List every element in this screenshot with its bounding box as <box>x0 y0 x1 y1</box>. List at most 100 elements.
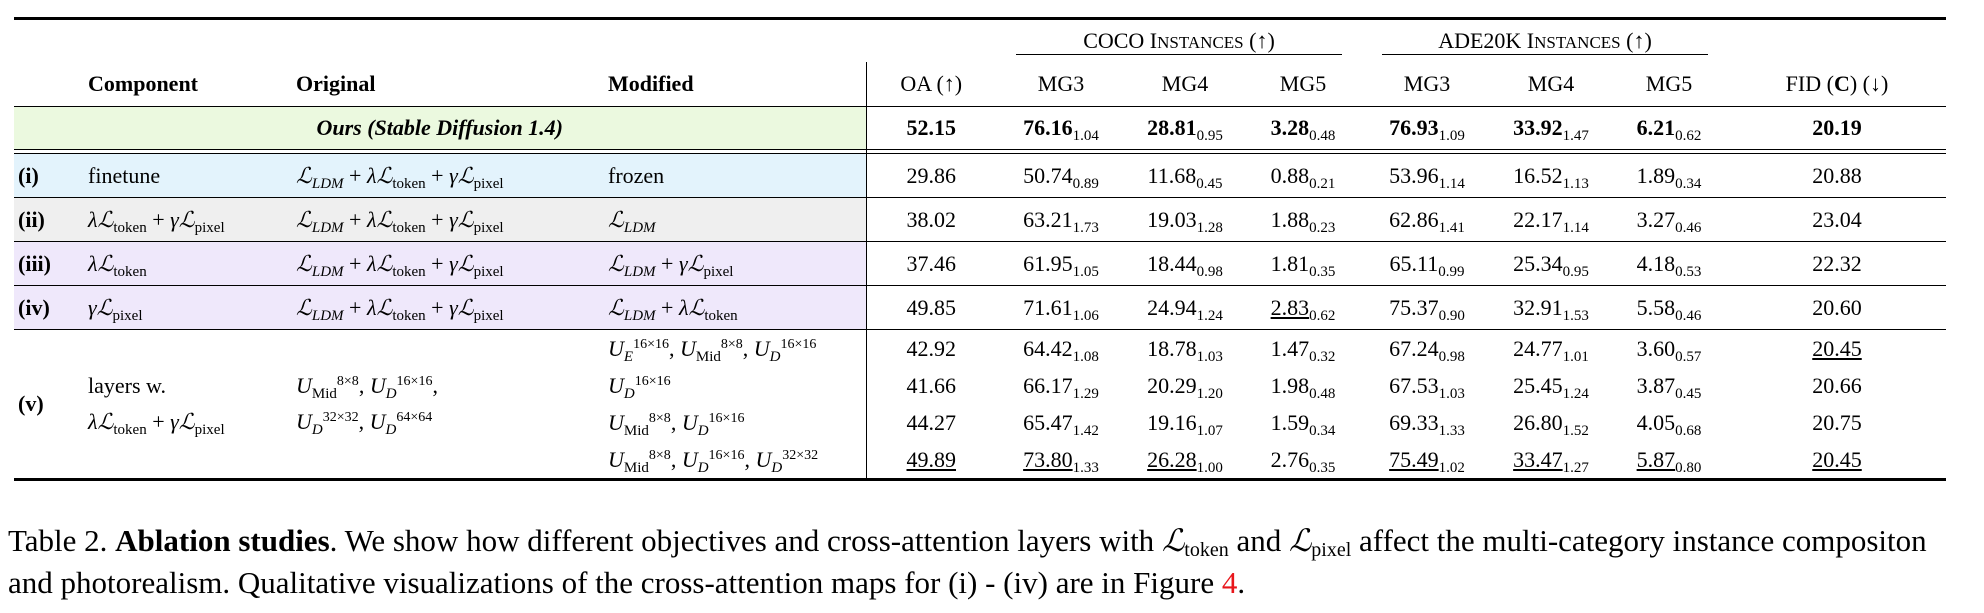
component-cell: γℒpixel <box>84 285 292 330</box>
row-id: (i) <box>14 153 84 198</box>
fid-header: FID (C) (↓) <box>1728 62 1946 107</box>
ade-mg4-cell: 22.171.14 <box>1492 197 1610 242</box>
header-row-groups: COCO INSTANCES (↑) ADE20K INSTANCES (↑) <box>14 20 1946 62</box>
ours-ade-mg3: 76.931.09 <box>1362 106 1492 150</box>
coco-mg5-cell: 1.590.34 <box>1270 409 1336 439</box>
coco-mg4-cell: 20.291.20 <box>1147 372 1223 402</box>
caption-l-token: ℒ <box>1161 523 1185 558</box>
ours-oa: 52.15 <box>866 106 996 150</box>
ours-coco-mg3: 76.161.04 <box>996 106 1126 150</box>
fid-cell: 22.32 <box>1728 241 1946 286</box>
ade-mg3-cell: 62.861.41 <box>1362 197 1492 242</box>
table-row-ii: (ii) λℒtoken + γℒpixel ℒLDM + λℒtoken + … <box>14 197 1946 242</box>
table-row-i: (i) finetune ℒLDM + λℒtoken + γℒpixel fr… <box>14 153 1946 198</box>
coco-mg3-cell: 65.471.42 <box>1023 409 1099 439</box>
coco-mg5-header: MG5 <box>1244 62 1362 107</box>
ade-mg5-cell: 3.870.45 <box>1636 372 1702 402</box>
oa-header: OA (↑) <box>866 62 996 107</box>
ade-mg4-cell: 24.771.01 <box>1513 335 1589 365</box>
ade-mg5-cell: 5.870.80 <box>1610 441 1728 481</box>
ade-mg5-cell: 5.580.46 <box>1610 285 1728 330</box>
ade-mg3-cell: 53.961.14 <box>1362 153 1492 198</box>
coco-mg3-cell: 50.740.89 <box>996 153 1126 198</box>
ade-mg3-cell: 75.370.90 <box>1362 285 1492 330</box>
table-row-v-1: (v) layers w. λℒtoken + γℒpixel UMid8×8,… <box>14 329 1946 481</box>
coco-mg3-cell: 66.171.29 <box>1023 372 1099 402</box>
table-row-v-4: UMid8×8, UD16×16, UD32×32 49.89 73.801.3… <box>14 441 1946 481</box>
original-cell: ℒLDM + λℒtoken + γℒpixel <box>292 153 604 198</box>
coco-mg5-cell: 2.760.35 <box>1244 441 1362 481</box>
fid-cell: 20.88 <box>1728 153 1946 198</box>
caption-l-pixel: ℒ <box>1288 523 1312 558</box>
original-cell: ℒLDM + λℒtoken + γℒpixel <box>292 197 604 242</box>
coco-mg5-cell: 2.830.62 <box>1244 285 1362 330</box>
table-row-iv: (iv) γℒpixel ℒLDM + λℒtoken + γℒpixel ℒL… <box>14 285 1946 330</box>
fid-cell: 20.45 <box>1728 441 1946 481</box>
coco-mg5-cell: 0.880.21 <box>1244 153 1362 198</box>
ours-coco-mg4: 28.810.95 <box>1126 106 1244 150</box>
coco-group-header: COCO INSTANCES (↑) <box>1016 28 1342 55</box>
oa-cell: 49.85 <box>866 285 996 330</box>
coco-mg5-cell: 1.810.35 <box>1244 241 1362 286</box>
oa-cell: 42.92 <box>906 335 957 361</box>
coco-mg4-header: MG4 <box>1126 62 1244 107</box>
original-header: Original <box>292 62 604 107</box>
component-header: Component <box>84 62 292 107</box>
coco-mg4-cell: 18.440.98 <box>1126 241 1244 286</box>
modified-cell: UD16×16 <box>604 367 867 404</box>
coco-mg4-cell: 19.031.28 <box>1126 197 1244 242</box>
figure-link[interactable]: 4 <box>1221 565 1238 600</box>
ade-group-header: ADE20K INSTANCES (↑) <box>1382 28 1708 55</box>
component-cell: layers w. λℒtoken + γℒpixel <box>84 329 292 481</box>
coco-mg4-cell: 19.161.07 <box>1147 409 1223 439</box>
coco-mg3-header: MG3 <box>996 62 1126 107</box>
fid-cell: 20.60 <box>1728 285 1946 330</box>
ade-mg4-cell: 25.340.95 <box>1492 241 1610 286</box>
row-id: (iv) <box>14 285 84 330</box>
ade-mg5-cell: 4.180.53 <box>1610 241 1728 286</box>
modified-cell: UE16×16, UMid8×8, UD16×16 <box>604 329 867 367</box>
component-cell: λℒtoken + γℒpixel <box>84 197 292 242</box>
oa-cell: 44.27 <box>906 409 957 435</box>
ade-mg4-cell: 33.471.27 <box>1492 441 1610 481</box>
fid-cell: 20.75 <box>1812 409 1862 435</box>
original-cell: UMid8×8, UD16×16, UD32×32, UD64×64 <box>292 329 604 481</box>
coco-mg5-cell: 1.980.48 <box>1270 372 1336 402</box>
ours-fid: 20.19 <box>1728 106 1946 150</box>
component-cell: finetune <box>84 153 292 198</box>
original-cell: ℒLDM + λℒtoken + γℒpixel <box>292 241 604 286</box>
ade-mg5-cell: 3.600.57 <box>1636 335 1702 365</box>
caption-text-2: affect the multi-category instance compo… <box>8 523 1927 600</box>
table-row-ours: Ours (Stable Diffusion 1.4) 52.15 76.161… <box>14 106 1946 150</box>
modified-cell: frozen <box>604 153 867 198</box>
modified-header: Modified <box>604 62 867 107</box>
oa-cell: 41.66 <box>906 372 957 398</box>
coco-mg3-cell: 61.951.05 <box>996 241 1126 286</box>
ade-mg4-cell: 25.451.24 <box>1513 372 1589 402</box>
coco-mg3-cell: 71.611.06 <box>996 285 1126 330</box>
table-caption: Table 2. Ablation studies. We show how d… <box>8 523 1927 600</box>
table-row-v-3: UMid8×8, UD16×16 44.27 65.471.42 19.161.… <box>14 404 1946 441</box>
oa-cell: 29.86 <box>866 153 996 198</box>
ablation-table-container: COCO INSTANCES (↑) ADE20K INSTANCES (↑) … <box>14 17 1946 481</box>
ade-mg4-cell: 16.521.13 <box>1492 153 1610 198</box>
original-cell: ℒLDM + λℒtoken + γℒpixel <box>292 285 604 330</box>
coco-mg3-cell: 63.211.73 <box>996 197 1126 242</box>
fid-cell: 23.04 <box>1728 197 1946 242</box>
ade-mg5-cell: 1.890.34 <box>1610 153 1728 198</box>
caption-label: Table 2. <box>8 523 108 558</box>
row-id: (iii) <box>14 241 84 286</box>
ade-mg4-header: MG4 <box>1492 62 1610 107</box>
ablation-table: COCO INSTANCES (↑) ADE20K INSTANCES (↑) … <box>14 17 1946 481</box>
coco-mg4-cell: 26.281.00 <box>1126 441 1244 481</box>
coco-mg4-cell: 11.680.45 <box>1126 153 1244 198</box>
ade-mg4-cell: 26.801.52 <box>1513 409 1589 439</box>
ade-mg3-cell: 75.491.02 <box>1362 441 1492 481</box>
ours-label: Ours (Stable Diffusion 1.4) <box>14 106 867 150</box>
oa-cell: 38.02 <box>866 197 996 242</box>
coco-mg3-cell: 73.801.33 <box>996 441 1126 481</box>
table-row-v-2: UD16×16 41.66 66.171.29 20.291.20 1.980.… <box>14 367 1946 404</box>
oa-cell: 49.89 <box>866 441 996 481</box>
ade-mg3-cell: 65.110.99 <box>1362 241 1492 286</box>
header-row-columns: Component Original Modified OA (↑) MG3 M… <box>14 62 1946 107</box>
